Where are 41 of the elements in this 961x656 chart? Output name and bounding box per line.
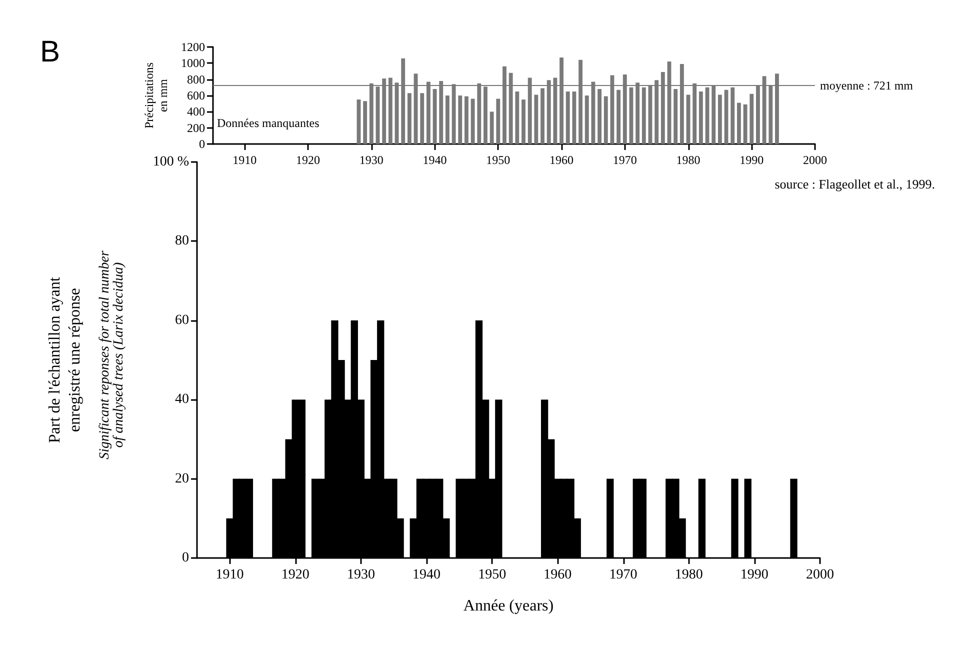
x-tick-label: 1950: [486, 153, 510, 167]
y-tick-label: 1000: [181, 56, 205, 70]
y-tick-label: 800: [187, 72, 205, 86]
x-tick-label: 2000: [803, 153, 827, 167]
x-tick-label: 1930: [346, 568, 375, 582]
y-tick-label: 20: [175, 471, 189, 486]
x-tick-label: 1920: [281, 568, 310, 582]
y-axis-title: Précipitations en mm: [142, 62, 170, 128]
x-tick-label: 1920: [296, 153, 320, 167]
x-tick-label: 1980: [676, 153, 700, 167]
x-tick-label: 1910: [232, 153, 257, 167]
y-tick-label: 0: [199, 137, 205, 151]
x-tick-label: 1940: [422, 153, 447, 167]
y-axis-title: Part de l'échantillon ayant enregistré une réponse: [46, 276, 84, 443]
y-tick-label: 200: [187, 120, 205, 135]
y-tick-label: 100 %: [152, 154, 190, 170]
x-tick-label: 2000: [806, 568, 834, 582]
y-tick-label: 80: [175, 234, 189, 249]
text: B: [40, 36, 60, 68]
x-axis-title: Année (years): [463, 598, 554, 614]
x-tick-label: 1960: [544, 568, 572, 582]
annotation: source : Flageollet et al., 1999.: [774, 176, 935, 192]
x-tick-label: 1990: [740, 568, 768, 582]
x-tick-label: 1980: [674, 568, 703, 582]
y-tick-label: 0: [182, 550, 189, 566]
y-tick-label: 1200: [181, 40, 205, 54]
x-tick-label: 1960: [550, 153, 574, 167]
x-tick-label: 1970: [609, 568, 638, 582]
x-tick-label: 1930: [359, 153, 384, 167]
ref-line-label: moyenne : 721 mm: [820, 78, 914, 93]
y-tick-label: 400: [187, 104, 205, 119]
x-tick-label: 1990: [740, 153, 764, 167]
annotation: Données manquantes: [217, 116, 320, 130]
text: Significant reponses for total number of analysed trees (Larix decidua): [98, 250, 126, 460]
x-tick-label: 1910: [216, 568, 244, 582]
y-tick-label: 60: [175, 312, 189, 328]
x-tick-label: 1970: [612, 153, 637, 167]
x-tick-label: 1940: [412, 568, 441, 582]
y-tick-label: 40: [175, 392, 189, 408]
y-tick-label: 600: [187, 88, 205, 102]
x-tick-label: 1950: [478, 568, 506, 582]
